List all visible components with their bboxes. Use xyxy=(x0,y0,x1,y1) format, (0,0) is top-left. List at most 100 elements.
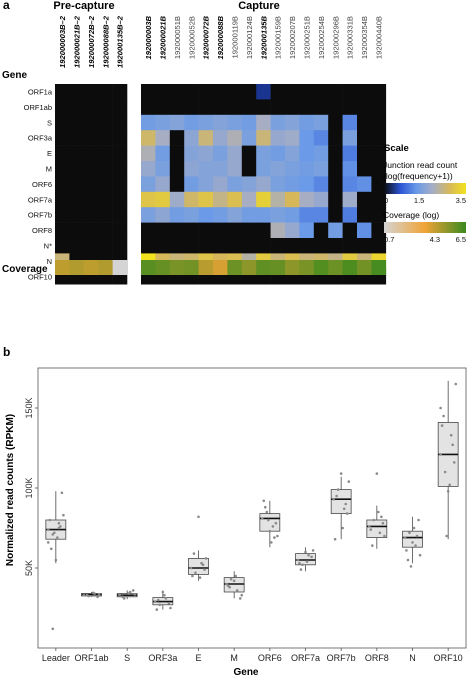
heatmap-cell xyxy=(155,176,171,193)
heatmap-cell xyxy=(155,161,171,177)
heatmap-cell xyxy=(241,130,257,146)
data-point xyxy=(167,601,171,605)
data-point xyxy=(347,480,351,483)
heatmap-cell xyxy=(169,207,185,223)
data-point xyxy=(403,536,407,539)
heatmap-cell xyxy=(357,222,372,239)
heatmap-column-label: 192000021B xyxy=(158,15,167,59)
heatmap-cell xyxy=(83,191,99,208)
data-point xyxy=(121,595,124,599)
heatmap-column-label: 192000003B xyxy=(144,15,153,59)
data-point xyxy=(415,534,419,538)
data-point xyxy=(408,531,411,535)
data-point xyxy=(96,595,99,599)
data-point xyxy=(411,541,414,544)
plot-frame xyxy=(37,367,467,649)
heatmap-cell xyxy=(141,84,156,100)
heatmap-column-label: 192000072B–2 xyxy=(87,15,96,68)
heatmap-cell xyxy=(270,130,286,146)
heatmap-cell xyxy=(299,161,315,177)
heatmap-cell xyxy=(227,238,243,254)
data-point xyxy=(118,593,121,597)
heatmap-cell xyxy=(313,207,329,223)
heatmap-cell xyxy=(357,84,372,100)
heatmap-cell xyxy=(357,161,372,177)
heatmap-cell xyxy=(299,222,315,239)
x-tick-label: ORF7b xyxy=(327,653,356,663)
data-point xyxy=(46,541,50,544)
box xyxy=(402,530,423,548)
heatmap-cell xyxy=(357,114,372,131)
heatmap-cell xyxy=(55,222,70,239)
capture-title: Capture xyxy=(238,0,280,12)
data-point xyxy=(191,574,194,578)
data-point xyxy=(161,590,165,594)
heatmap-row-label: M xyxy=(46,164,52,173)
heatmap-cell xyxy=(198,145,214,162)
heatmap-cell xyxy=(155,238,171,254)
heatmap-cell xyxy=(227,130,243,146)
heatmap-cell xyxy=(169,238,185,254)
heatmap-cell xyxy=(98,191,113,208)
heatmap-cell xyxy=(256,191,271,208)
heatmap-cell xyxy=(357,191,372,208)
heatmap-cell xyxy=(371,222,387,239)
legend-tick-label: 3.5 xyxy=(456,196,466,205)
heatmap-cell xyxy=(184,130,199,146)
heatmap-cell xyxy=(342,99,358,116)
heatmap-cell xyxy=(69,191,85,208)
heatmap-cell xyxy=(112,176,128,193)
data-point xyxy=(445,534,448,538)
heatmap-cell xyxy=(342,207,358,223)
legend-tick-label: 0 xyxy=(384,196,388,205)
data-point xyxy=(97,593,101,596)
data-point xyxy=(418,553,422,557)
heatmap-cell xyxy=(69,145,85,162)
heatmap-cell xyxy=(141,161,156,177)
heatmap-cell xyxy=(241,207,257,223)
data-point xyxy=(270,541,273,544)
heatmap-column-label: 192000207B xyxy=(288,16,297,59)
heatmap-cell xyxy=(83,99,99,116)
heatmap-column-label: 192000072B xyxy=(202,15,211,59)
heatmap-cell xyxy=(285,99,300,116)
heatmap-cell xyxy=(198,84,214,100)
heatmap-row-label: ORF10 xyxy=(28,272,52,281)
heatmap: ORF1a ORF1ab S ORF3a EM ORF6 ORF7a ORF7b ORF8 N* N… xyxy=(24,15,387,285)
heatmap-cell xyxy=(69,222,85,239)
data-point xyxy=(442,414,445,418)
heatmap-cell xyxy=(342,161,358,177)
heatmap-cell xyxy=(55,145,70,162)
data-point xyxy=(155,608,159,611)
heatmap-cell xyxy=(357,99,372,116)
heatmap-cell xyxy=(141,191,156,208)
heatmap-cell xyxy=(55,84,70,100)
heatmap-cell xyxy=(155,145,171,162)
data-point xyxy=(378,531,382,535)
y-tick-label: 50K xyxy=(24,560,34,576)
heatmap-cell xyxy=(184,99,199,116)
data-point xyxy=(298,561,301,565)
heatmap-cell xyxy=(227,99,243,116)
coverage-cell xyxy=(213,260,228,275)
data-point xyxy=(235,589,239,592)
data-point xyxy=(417,518,420,522)
data-point xyxy=(333,537,337,541)
coverage-cell xyxy=(169,260,185,275)
heatmap-cell xyxy=(98,222,113,239)
heatmap-cell xyxy=(371,161,387,177)
heatmap-cell xyxy=(342,191,358,208)
heatmap-column-label: 192000440B xyxy=(374,16,383,59)
heatmap-cell xyxy=(155,207,171,223)
heatmap-cell xyxy=(198,114,214,131)
heatmap-cell xyxy=(112,207,128,223)
heatmap-cell xyxy=(313,222,329,239)
heatmap-cell xyxy=(270,161,286,177)
legend-tick-label: 0.7 xyxy=(384,235,394,244)
coverage-cell xyxy=(83,260,99,275)
heatmap-cell xyxy=(213,207,228,223)
heatmap-cell xyxy=(299,176,315,193)
heatmap-cell xyxy=(198,130,214,146)
heatmap-row-label: N xyxy=(47,257,52,266)
data-point xyxy=(153,600,157,603)
